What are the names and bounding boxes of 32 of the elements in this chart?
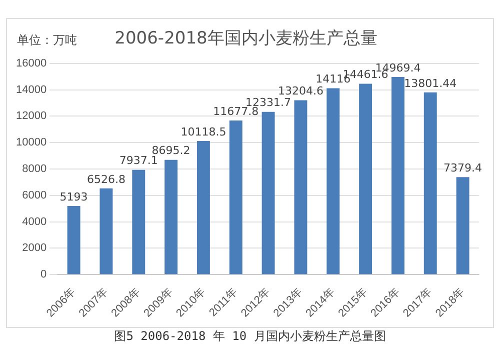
y-tick-label: 6000 <box>22 189 47 202</box>
y-tick-label: 0 <box>40 268 47 281</box>
bar <box>164 160 178 274</box>
data-label: 6526.8 <box>86 172 126 186</box>
bar <box>326 88 340 274</box>
bar <box>262 112 275 274</box>
data-label: 13204.6 <box>278 84 324 98</box>
data-label: 5193 <box>60 190 88 204</box>
y-tick-label: 8000 <box>22 163 47 176</box>
data-label: 11677.8 <box>213 104 259 118</box>
y-tick-label: 2000 <box>22 242 47 254</box>
bar <box>359 84 372 274</box>
bar <box>294 100 308 274</box>
y-tick-label: 4000 <box>22 216 47 228</box>
bar <box>132 170 146 274</box>
y-tick-label: 10000 <box>16 136 47 149</box>
data-label: 10118.5 <box>180 125 226 138</box>
bar <box>100 188 113 274</box>
data-label: 13801.44 <box>404 76 457 90</box>
bar <box>424 92 437 274</box>
y-tick-label: 12000 <box>16 110 47 122</box>
bar <box>229 120 242 274</box>
bar <box>391 77 404 274</box>
chart-title: 2006-2018年国内小麦粉生产总量 <box>114 28 378 49</box>
y-tick-label: 14000 <box>16 84 47 96</box>
bar <box>196 141 210 274</box>
data-label: 7379.4 <box>444 162 482 175</box>
y-tick-label: 16000 <box>16 57 47 70</box>
bar <box>67 206 80 274</box>
caption: 图5 2006-2018 年 10 月国内小麦粉生产总量图 <box>113 328 387 345</box>
bar <box>456 177 470 274</box>
y-axis-title: 单位：万吨 <box>17 33 77 48</box>
